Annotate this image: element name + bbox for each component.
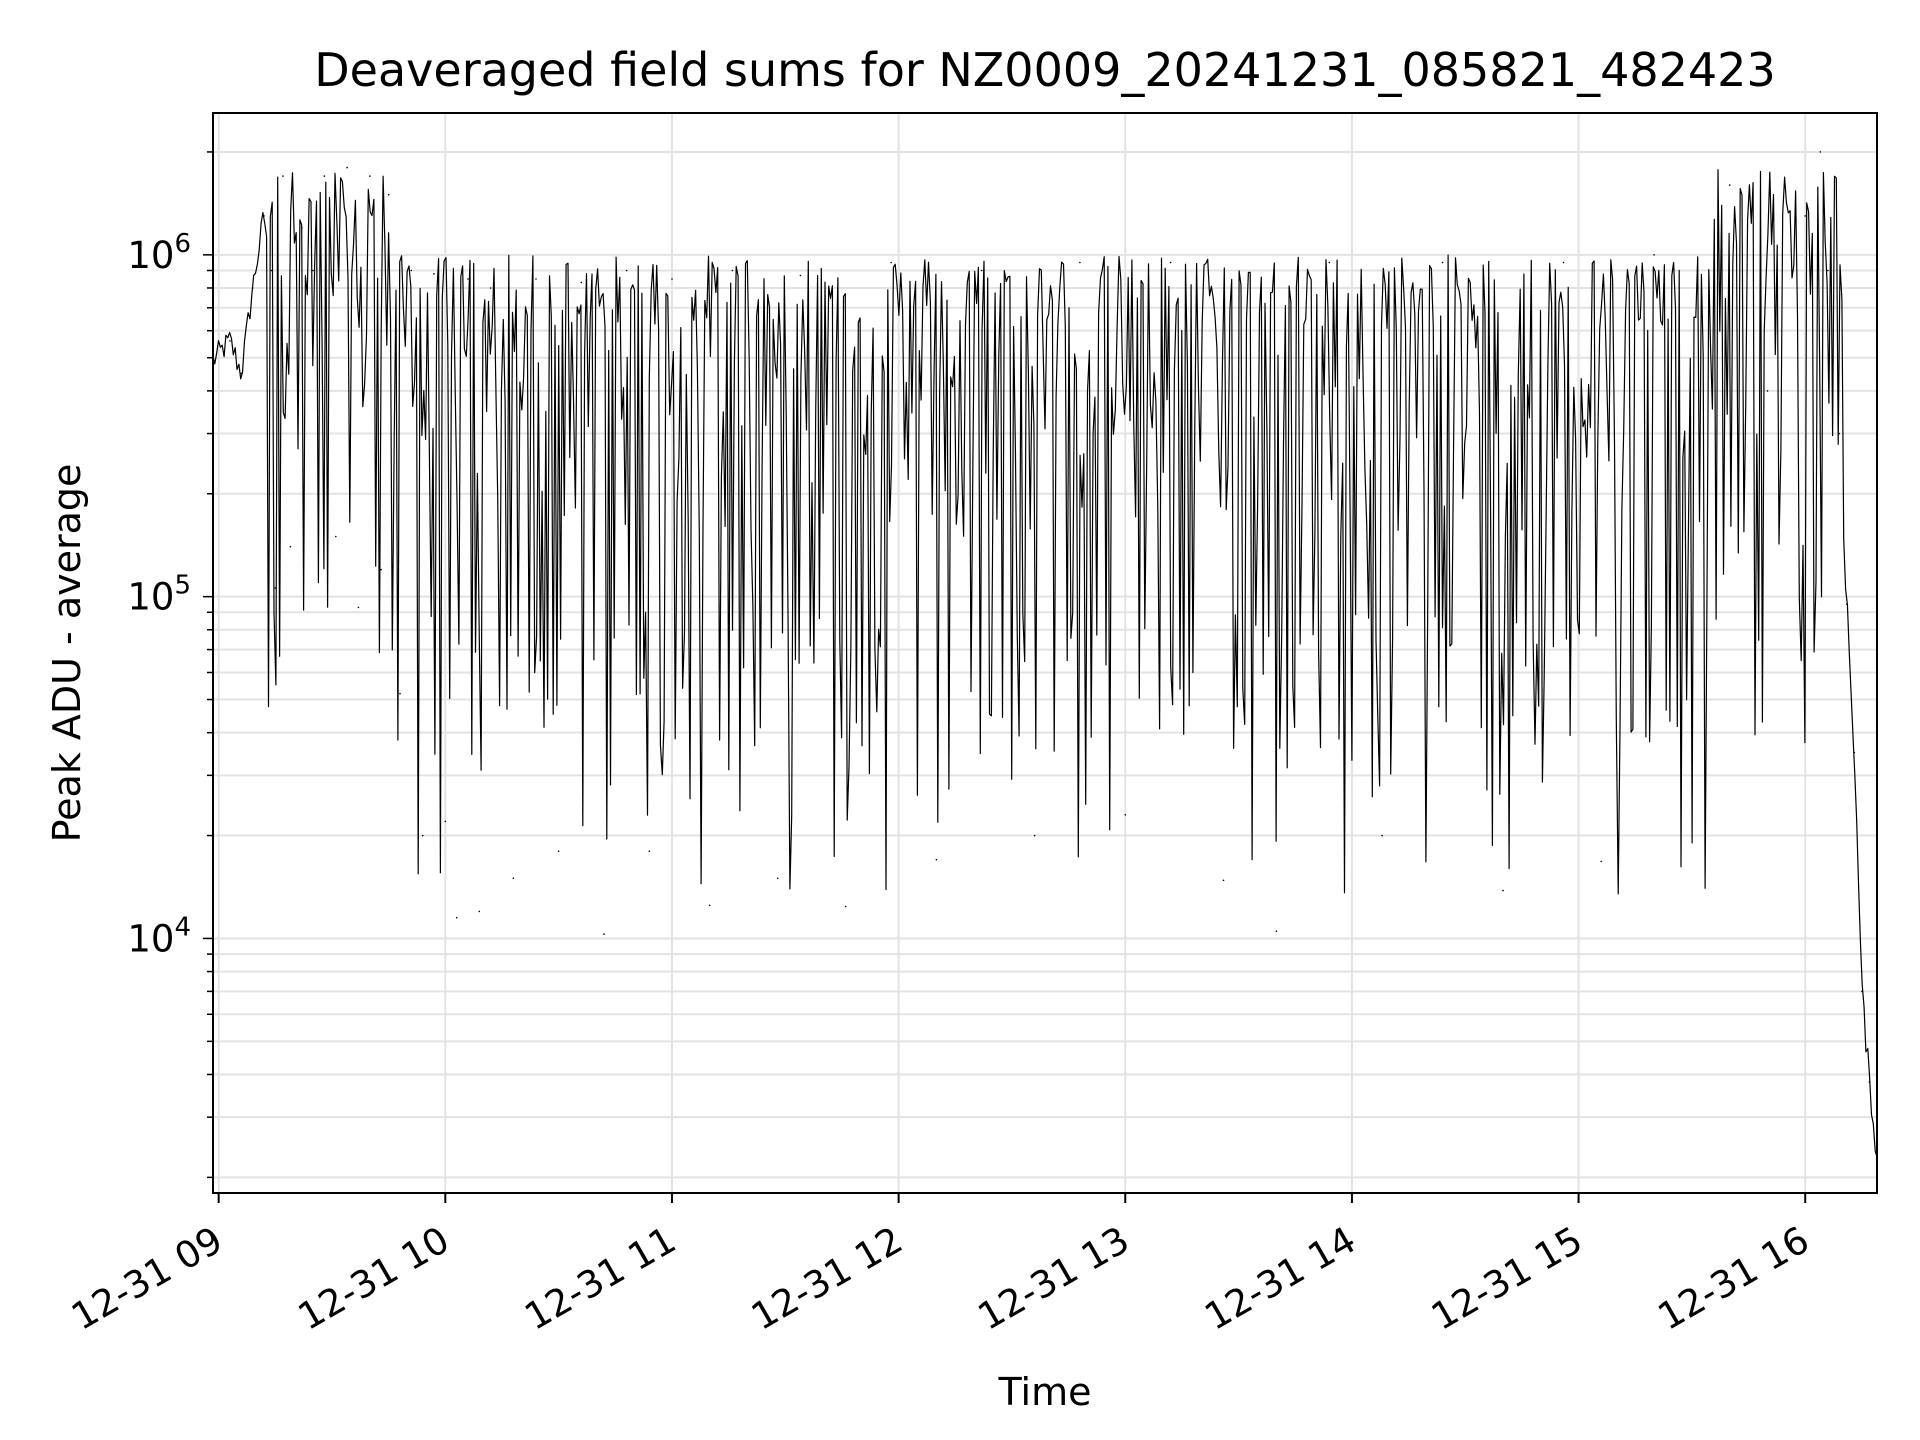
y-tick-label-base: 10	[127, 234, 174, 277]
data-point	[980, 269, 983, 272]
data-point	[467, 278, 469, 280]
data-point	[380, 568, 382, 571]
data-point	[1079, 261, 1081, 264]
y-tick-label: 106	[127, 229, 191, 277]
y-tick-label: 104	[127, 912, 191, 960]
data-point	[1846, 603, 1848, 606]
data-point	[1691, 724, 1693, 727]
data-point	[580, 281, 583, 284]
data-point	[890, 261, 892, 264]
data-point	[625, 269, 628, 272]
y-axis-label: Peak ADU - average	[45, 464, 89, 843]
data-point	[455, 916, 458, 919]
series-layer	[212, 151, 1878, 1158]
data-point	[387, 193, 390, 196]
data-point	[282, 175, 284, 177]
chart-title: Deaveraged field sums for NZ0009_2024123…	[314, 43, 1775, 97]
data-point	[1853, 751, 1856, 754]
data-point	[1222, 879, 1225, 882]
y-tick-label-base: 10	[127, 576, 174, 619]
data-point	[1275, 930, 1278, 932]
data-series-line	[212, 169, 1878, 1158]
data-point	[731, 269, 734, 272]
data-point	[708, 904, 711, 907]
data-point	[1502, 889, 1504, 892]
y-tick-label-exponent: 4	[174, 912, 191, 942]
data-point	[270, 269, 273, 272]
data-point	[535, 278, 537, 280]
data-point	[478, 910, 481, 913]
data-point	[648, 850, 651, 852]
data-point	[240, 372, 243, 375]
data-point	[1441, 261, 1444, 264]
x-axis-label: Time	[998, 1370, 1092, 1414]
y-tick-label-base: 10	[127, 917, 174, 960]
data-point	[1728, 184, 1731, 186]
data-point	[671, 278, 673, 280]
data-point	[410, 269, 413, 272]
y-tick-label-exponent: 5	[174, 571, 191, 601]
data-point	[1804, 215, 1806, 217]
data-point	[1600, 860, 1602, 863]
data-point	[1562, 261, 1565, 264]
data-point	[512, 877, 515, 880]
data-point	[357, 606, 360, 609]
data-point	[1169, 261, 1172, 264]
data-point	[489, 287, 492, 289]
data-point	[1861, 990, 1863, 993]
plot-frame	[212, 112, 1878, 1194]
data-point	[1838, 432, 1840, 435]
data-point	[603, 933, 605, 935]
data-point	[844, 905, 847, 908]
data-point	[1381, 834, 1383, 837]
data-point	[323, 175, 326, 177]
data-point	[1328, 261, 1331, 264]
data-point	[399, 692, 401, 695]
data-point	[312, 269, 314, 272]
data-point	[274, 587, 277, 589]
data-point	[229, 340, 231, 342]
data-point	[1766, 390, 1769, 392]
data-point	[263, 215, 265, 217]
data-point	[935, 858, 938, 861]
data-point	[776, 877, 779, 880]
data-point	[251, 287, 254, 289]
data-point	[444, 820, 447, 823]
data-point	[1653, 254, 1655, 256]
data-point	[289, 545, 292, 548]
data-point	[335, 535, 337, 538]
data-point	[1033, 834, 1036, 837]
data-point	[433, 273, 435, 275]
data-point	[557, 850, 560, 852]
data-point	[1819, 151, 1822, 153]
y-tick-label: 105	[127, 571, 191, 619]
data-point	[1124, 814, 1127, 816]
y-tick-label-exponent: 6	[174, 229, 191, 259]
data-point	[799, 274, 802, 277]
data-point	[346, 166, 348, 169]
data-point	[369, 175, 371, 177]
data-point	[1868, 1081, 1871, 1083]
data-point	[1827, 269, 1829, 272]
data-point	[421, 834, 424, 837]
data-point	[301, 227, 303, 229]
